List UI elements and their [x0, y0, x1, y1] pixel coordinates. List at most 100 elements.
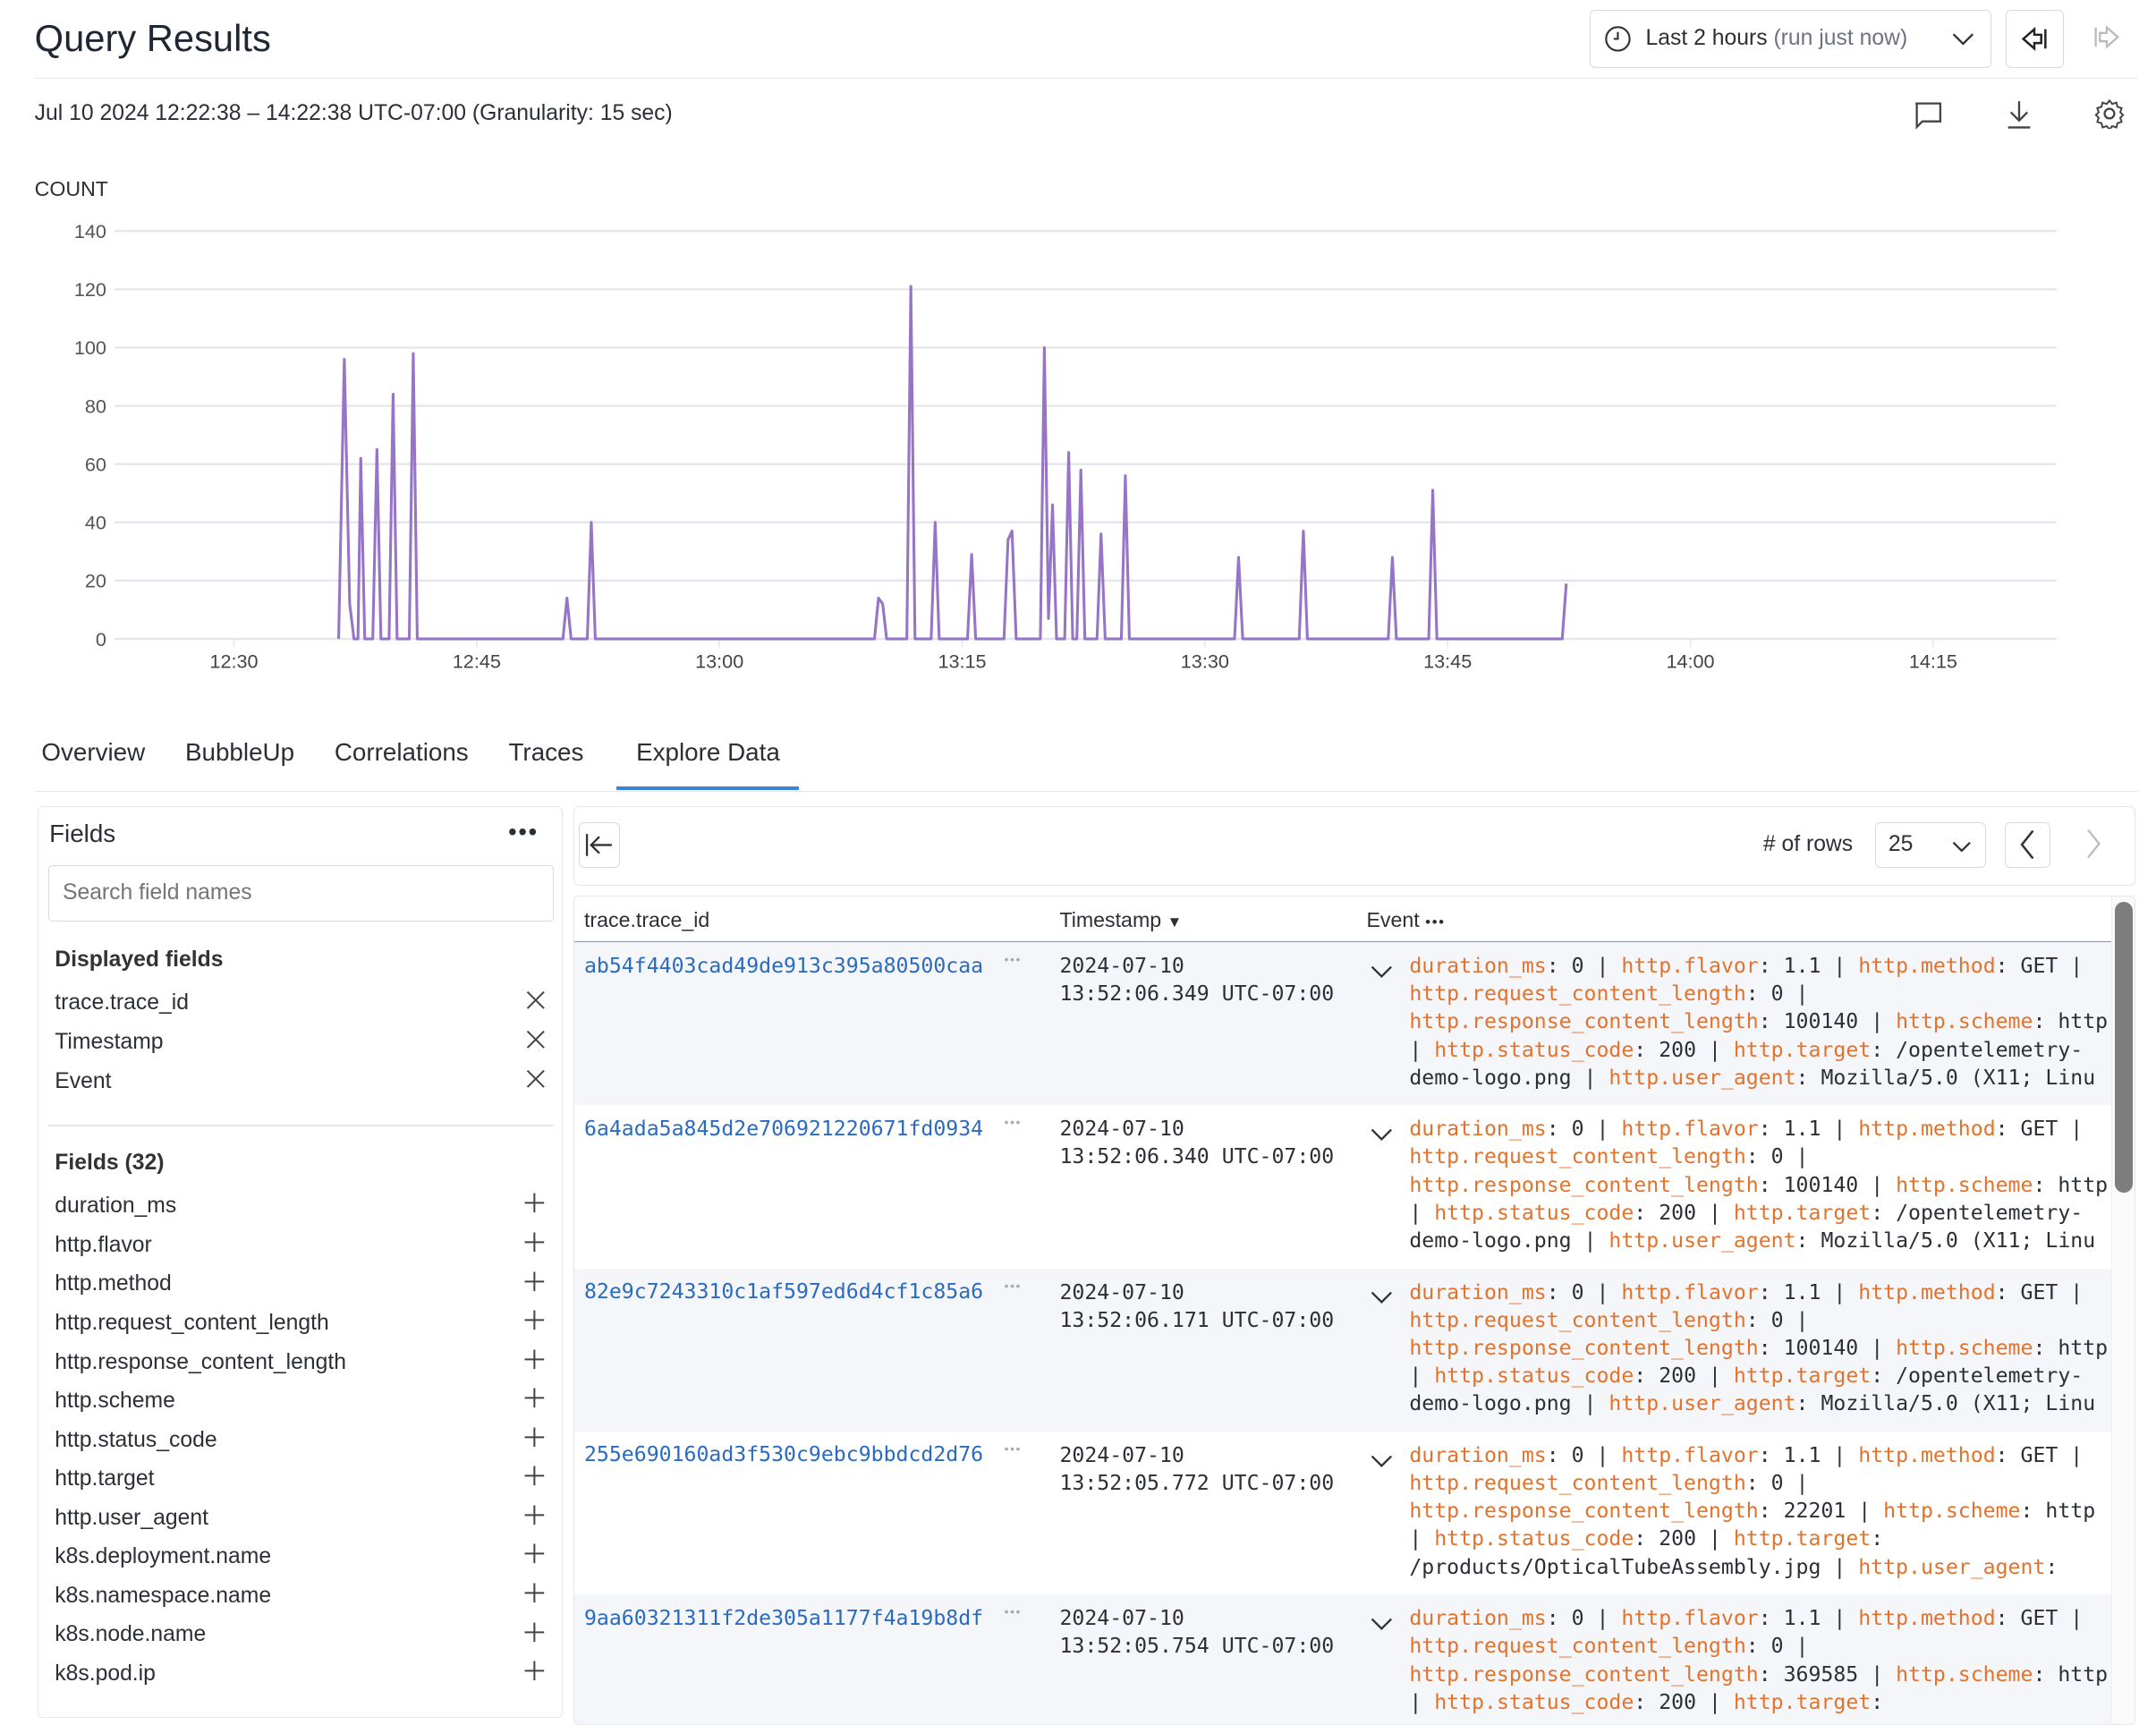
time-range-picker[interactable]: Last 2 hours (run just now) [1589, 9, 1992, 68]
table-row[interactable]: ab54f4403cad49de913c395a80500caa ••• 2024-… [574, 942, 2112, 1106]
displayed-field-item: Event [55, 1066, 545, 1099]
next-page-button[interactable] [2085, 829, 2102, 865]
scrollbar-thumb[interactable] [2115, 902, 2134, 1193]
tab-explore-data[interactable]: Explore Data [616, 738, 800, 791]
add-field-icon[interactable] [523, 1621, 546, 1650]
add-field-icon[interactable] [523, 1504, 546, 1533]
rows-select[interactable]: 25 [1875, 821, 1986, 868]
timestamp-cell: 2024-07-10 13:52:05.772 UTC-07:00 [1059, 1441, 1334, 1497]
cell-options-icon[interactable]: ••• [1004, 1278, 1022, 1293]
column-header-trace-id[interactable]: trace.trace_id [583, 907, 710, 931]
field-list-item[interactable]: http.target [55, 1463, 545, 1496]
more-options-icon[interactable]: ••• [508, 818, 539, 846]
event-value: /opentelemetry-demo-logo.png [1409, 1364, 2084, 1416]
remove-field-icon[interactable] [526, 1069, 546, 1095]
field-list-item[interactable]: http.scheme [55, 1385, 545, 1418]
add-field-icon[interactable] [523, 1192, 546, 1220]
add-field-icon[interactable] [523, 1309, 546, 1338]
event-key: http.method [1858, 953, 1996, 978]
expand-chevron-icon[interactable] [1371, 1124, 1393, 1149]
x-tick-label: 13:30 [1181, 650, 1229, 672]
add-field-icon[interactable] [523, 1582, 546, 1610]
remove-field-icon[interactable] [526, 1030, 546, 1056]
displayed-fields-heading: Displayed fields [55, 947, 224, 973]
timestamp-cell: 2024-07-10 13:52:06.171 UTC-07:00 [1059, 1279, 1334, 1334]
add-field-icon[interactable] [523, 1542, 546, 1571]
trace-id-link[interactable]: 6a4ada5a845d2e706921220671fd0934 [583, 1116, 984, 1141]
column-options-icon[interactable]: ••• [1425, 913, 1446, 930]
search-field-names-input[interactable] [47, 864, 554, 922]
field-list-item[interactable]: k8s.pod.ip [55, 1658, 545, 1691]
expand-chevron-icon[interactable] [1371, 1287, 1393, 1312]
column-header-event[interactable]: Event ••• [1366, 908, 1445, 932]
add-field-icon[interactable] [523, 1348, 546, 1377]
trace-id-link[interactable]: 82e9c7243310c1af597ed6d4cf1c85a6 [583, 1279, 984, 1304]
collapse-panel-button[interactable] [578, 821, 621, 868]
field-list-item[interactable]: duration_ms [55, 1190, 545, 1223]
event-value: 100140 [1783, 1335, 1859, 1360]
displayed-field-label: Timestamp [55, 1030, 164, 1055]
column-header-timestamp-label: Timestamp [1059, 907, 1162, 931]
y-tick-label: 0 [96, 628, 106, 650]
add-field-icon[interactable] [523, 1270, 546, 1299]
scrollbar-track[interactable] [2111, 896, 2135, 1725]
time-range-text: Jul 10 2024 12:22:38 – 14:22:38 UTC-07:0… [34, 100, 673, 125]
trace-id-link[interactable]: 255e690160ad3f530c9ebc9bbdcd2d76 [583, 1442, 984, 1467]
expand-chevron-icon[interactable] [1371, 960, 1393, 985]
download-button[interactable] [2004, 98, 2034, 138]
trace-id-link[interactable]: ab54f4403cad49de913c395a80500caa [583, 953, 984, 978]
add-field-icon[interactable] [523, 1426, 546, 1455]
comment-icon [1915, 102, 1942, 130]
cell-options-icon[interactable]: ••• [1004, 1604, 1022, 1619]
field-list-item[interactable]: http.user_agent [55, 1501, 545, 1534]
table-row[interactable]: 82e9c7243310c1af597ed6d4cf1c85a6 ••• 2024-… [574, 1268, 2112, 1432]
prev-page-button[interactable] [2005, 821, 2051, 868]
trace-id-link[interactable]: 9aa60321311f2de305a1177f4a19b8df [583, 1605, 984, 1630]
field-list-item[interactable]: http.flavor [55, 1228, 545, 1262]
field-list-item[interactable]: k8s.node.name [55, 1619, 545, 1652]
table-row[interactable]: 255e690160ad3f530c9ebc9bbdcd2d76 ••• 2024-… [574, 1432, 2111, 1594]
field-list-item[interactable]: k8s.deployment.name [55, 1541, 545, 1574]
gear-icon [2094, 98, 2125, 132]
expand-chevron-icon[interactable] [1371, 1612, 1393, 1637]
column-header-event-label: Event [1366, 907, 1420, 931]
table-row[interactable]: 6a4ada5a845d2e706921220671fd0934 ••• 2024-… [574, 1105, 2111, 1268]
add-field-icon[interactable] [523, 1660, 546, 1688]
tab-bubbleup[interactable]: BubbleUp [184, 738, 295, 767]
forward-button[interactable] [2092, 23, 2122, 57]
add-field-icon[interactable] [523, 1231, 546, 1260]
expand-chevron-icon[interactable] [1371, 1449, 1393, 1474]
column-header-timestamp[interactable]: Timestamp ▼ [1059, 908, 1182, 932]
field-list-item[interactable]: http.request_content_length [55, 1306, 545, 1339]
add-field-icon[interactable] [523, 1387, 546, 1415]
collapse-left-icon [585, 833, 612, 856]
event-key: http.flavor [1621, 1117, 1759, 1142]
tab-traces[interactable]: Traces [508, 738, 584, 767]
event-key: http.request_content_length [1409, 1307, 1746, 1332]
field-list-item[interactable]: http.status_code [55, 1423, 545, 1457]
cell-options-icon[interactable]: ••• [1004, 1440, 1022, 1456]
field-list-item[interactable]: k8s.namespace.name [55, 1579, 545, 1612]
event-key: http.response_content_length [1409, 1335, 1759, 1360]
table-row[interactable]: 9aa60321311f2de305a1177f4a19b8df ••• 2024-… [574, 1594, 2112, 1725]
timestamp-time: 13:52:05.754 UTC-07:00 [1059, 1634, 1335, 1659]
add-field-icon[interactable] [523, 1465, 546, 1493]
event-key: http.status_code [1434, 1200, 1634, 1225]
y-tick-label: 40 [85, 511, 106, 533]
event-value: 100140 [1783, 1172, 1859, 1197]
tab-overview[interactable]: Overview [41, 738, 146, 767]
header-border [574, 940, 2112, 943]
timestamp-date: 2024-07-10 [1059, 1117, 1184, 1142]
cell-options-icon[interactable]: ••• [1004, 951, 1022, 966]
tab-correlations[interactable]: Correlations [334, 738, 469, 767]
back-button[interactable] [2005, 9, 2064, 68]
field-label: duration_ms [55, 1194, 177, 1219]
field-list-item[interactable]: http.method [55, 1268, 545, 1301]
comment-button[interactable] [1913, 99, 1943, 136]
event-key: http.user_agent [1609, 1228, 1796, 1253]
event-key: duration_ms [1409, 1606, 1547, 1631]
field-list-item[interactable]: http.response_content_length [55, 1346, 545, 1379]
cell-options-icon[interactable]: ••• [1004, 1115, 1022, 1130]
settings-button[interactable] [2094, 98, 2125, 135]
remove-field-icon[interactable] [526, 990, 546, 1016]
